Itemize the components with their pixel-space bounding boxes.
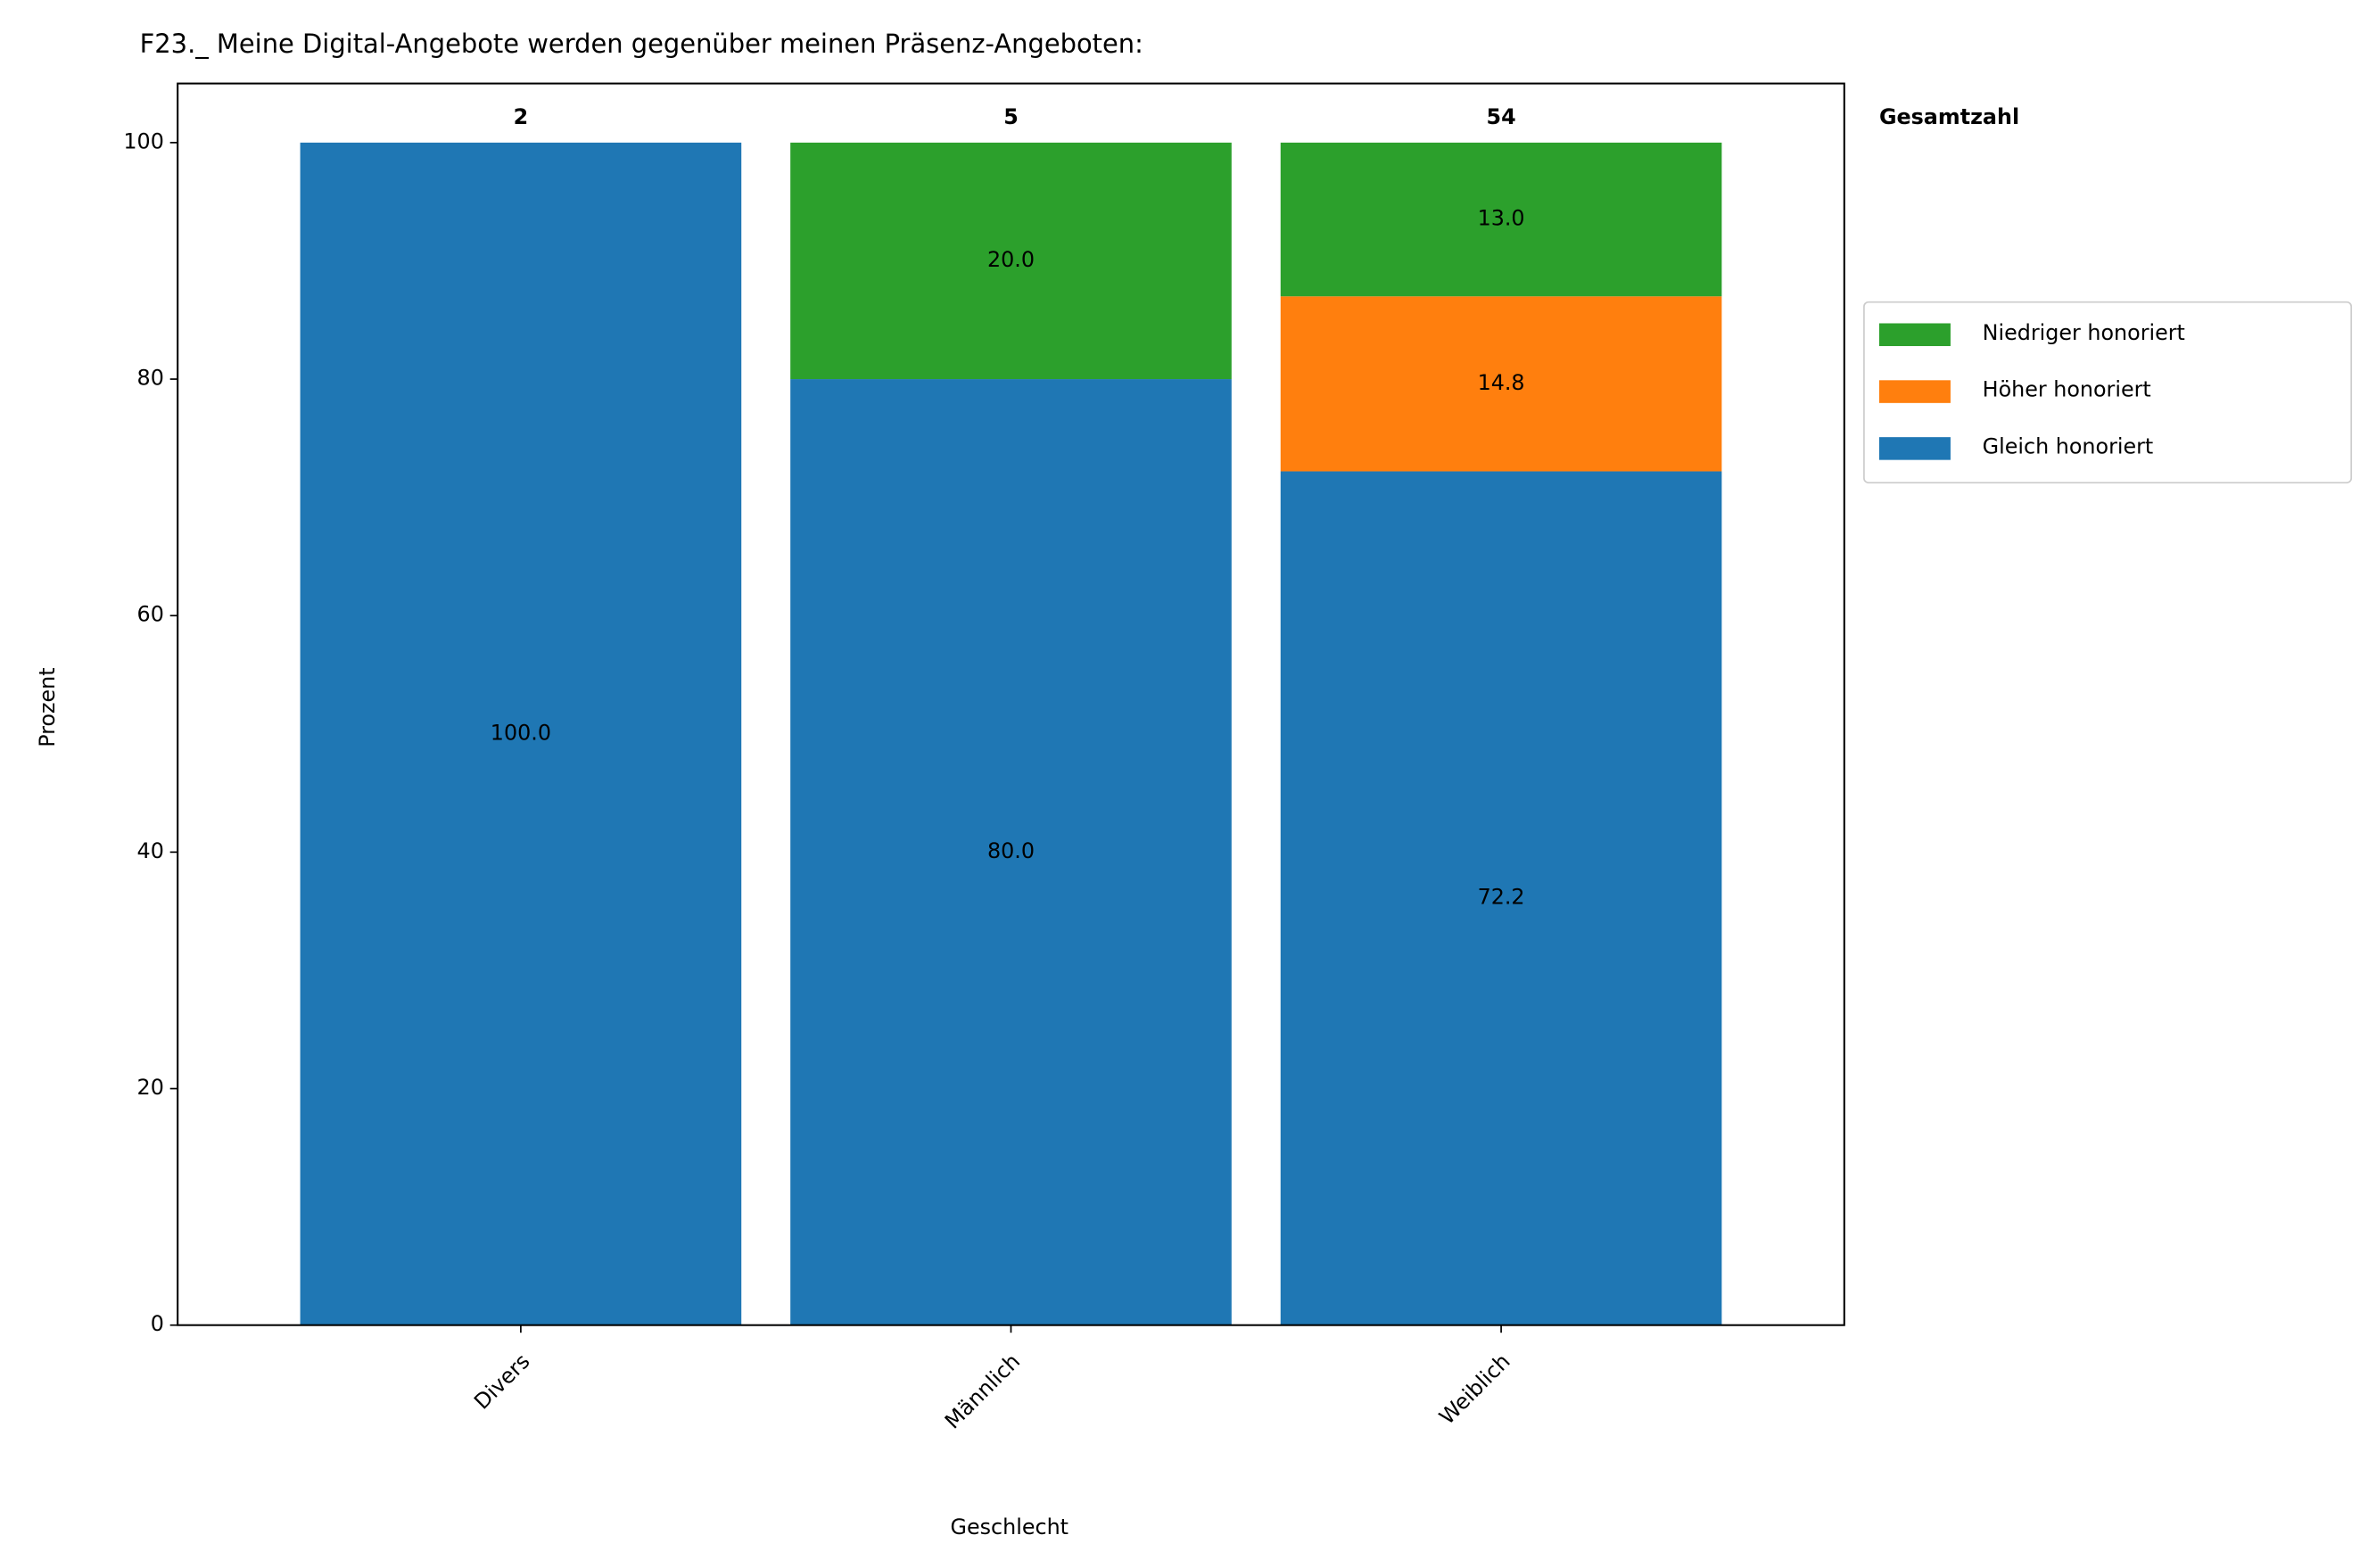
y-tick-label: 20 (137, 1075, 164, 1100)
bar-segment (1280, 142, 1722, 297)
bar-segment (300, 142, 742, 1325)
y-tick-label: 80 (137, 366, 164, 391)
y-tick-label: 100 (123, 128, 163, 153)
legend-swatch (1878, 437, 1951, 460)
y-tick-label: 60 (137, 602, 164, 627)
legend-swatch (1878, 380, 1951, 403)
bar-segment (1280, 296, 1722, 472)
total-label: 54 (1487, 104, 1516, 129)
y-tick-label: 40 (137, 838, 164, 863)
data-label: 72.2 (1478, 885, 1525, 910)
data-label: 14.8 (1478, 370, 1525, 395)
data-label: 20.0 (987, 247, 1035, 272)
total-label: 2 (514, 104, 529, 129)
data-label: 13.0 (1478, 206, 1525, 231)
total-label: 5 (1003, 104, 1019, 129)
y-axis-label: Prozent (35, 667, 60, 747)
legend-label: Niedriger honoriert (1983, 320, 2185, 345)
legend-box (1863, 301, 2353, 484)
y-tick-label: 0 (151, 1311, 164, 1336)
legend-swatch (1878, 323, 1951, 347)
bar-segment (790, 379, 1232, 1325)
legend-label: Höher honoriert (1983, 377, 2151, 402)
data-label: 100.0 (491, 720, 551, 745)
totals-label: Gesamtzahl (1879, 104, 2019, 129)
bar-segment (790, 142, 1232, 380)
plot-area: 100.0 80.0 20.0 72.2 14.8 13.0 (300, 142, 1722, 1325)
x-axis-label: Geschlecht (951, 1514, 1068, 1539)
legend-label: Gleich honoriert (1983, 434, 2154, 459)
chart-title: F23._ Meine Digital-Angebote werden gege… (140, 29, 1143, 59)
bar-segment (1280, 471, 1722, 1325)
data-label: 80.0 (987, 838, 1035, 863)
